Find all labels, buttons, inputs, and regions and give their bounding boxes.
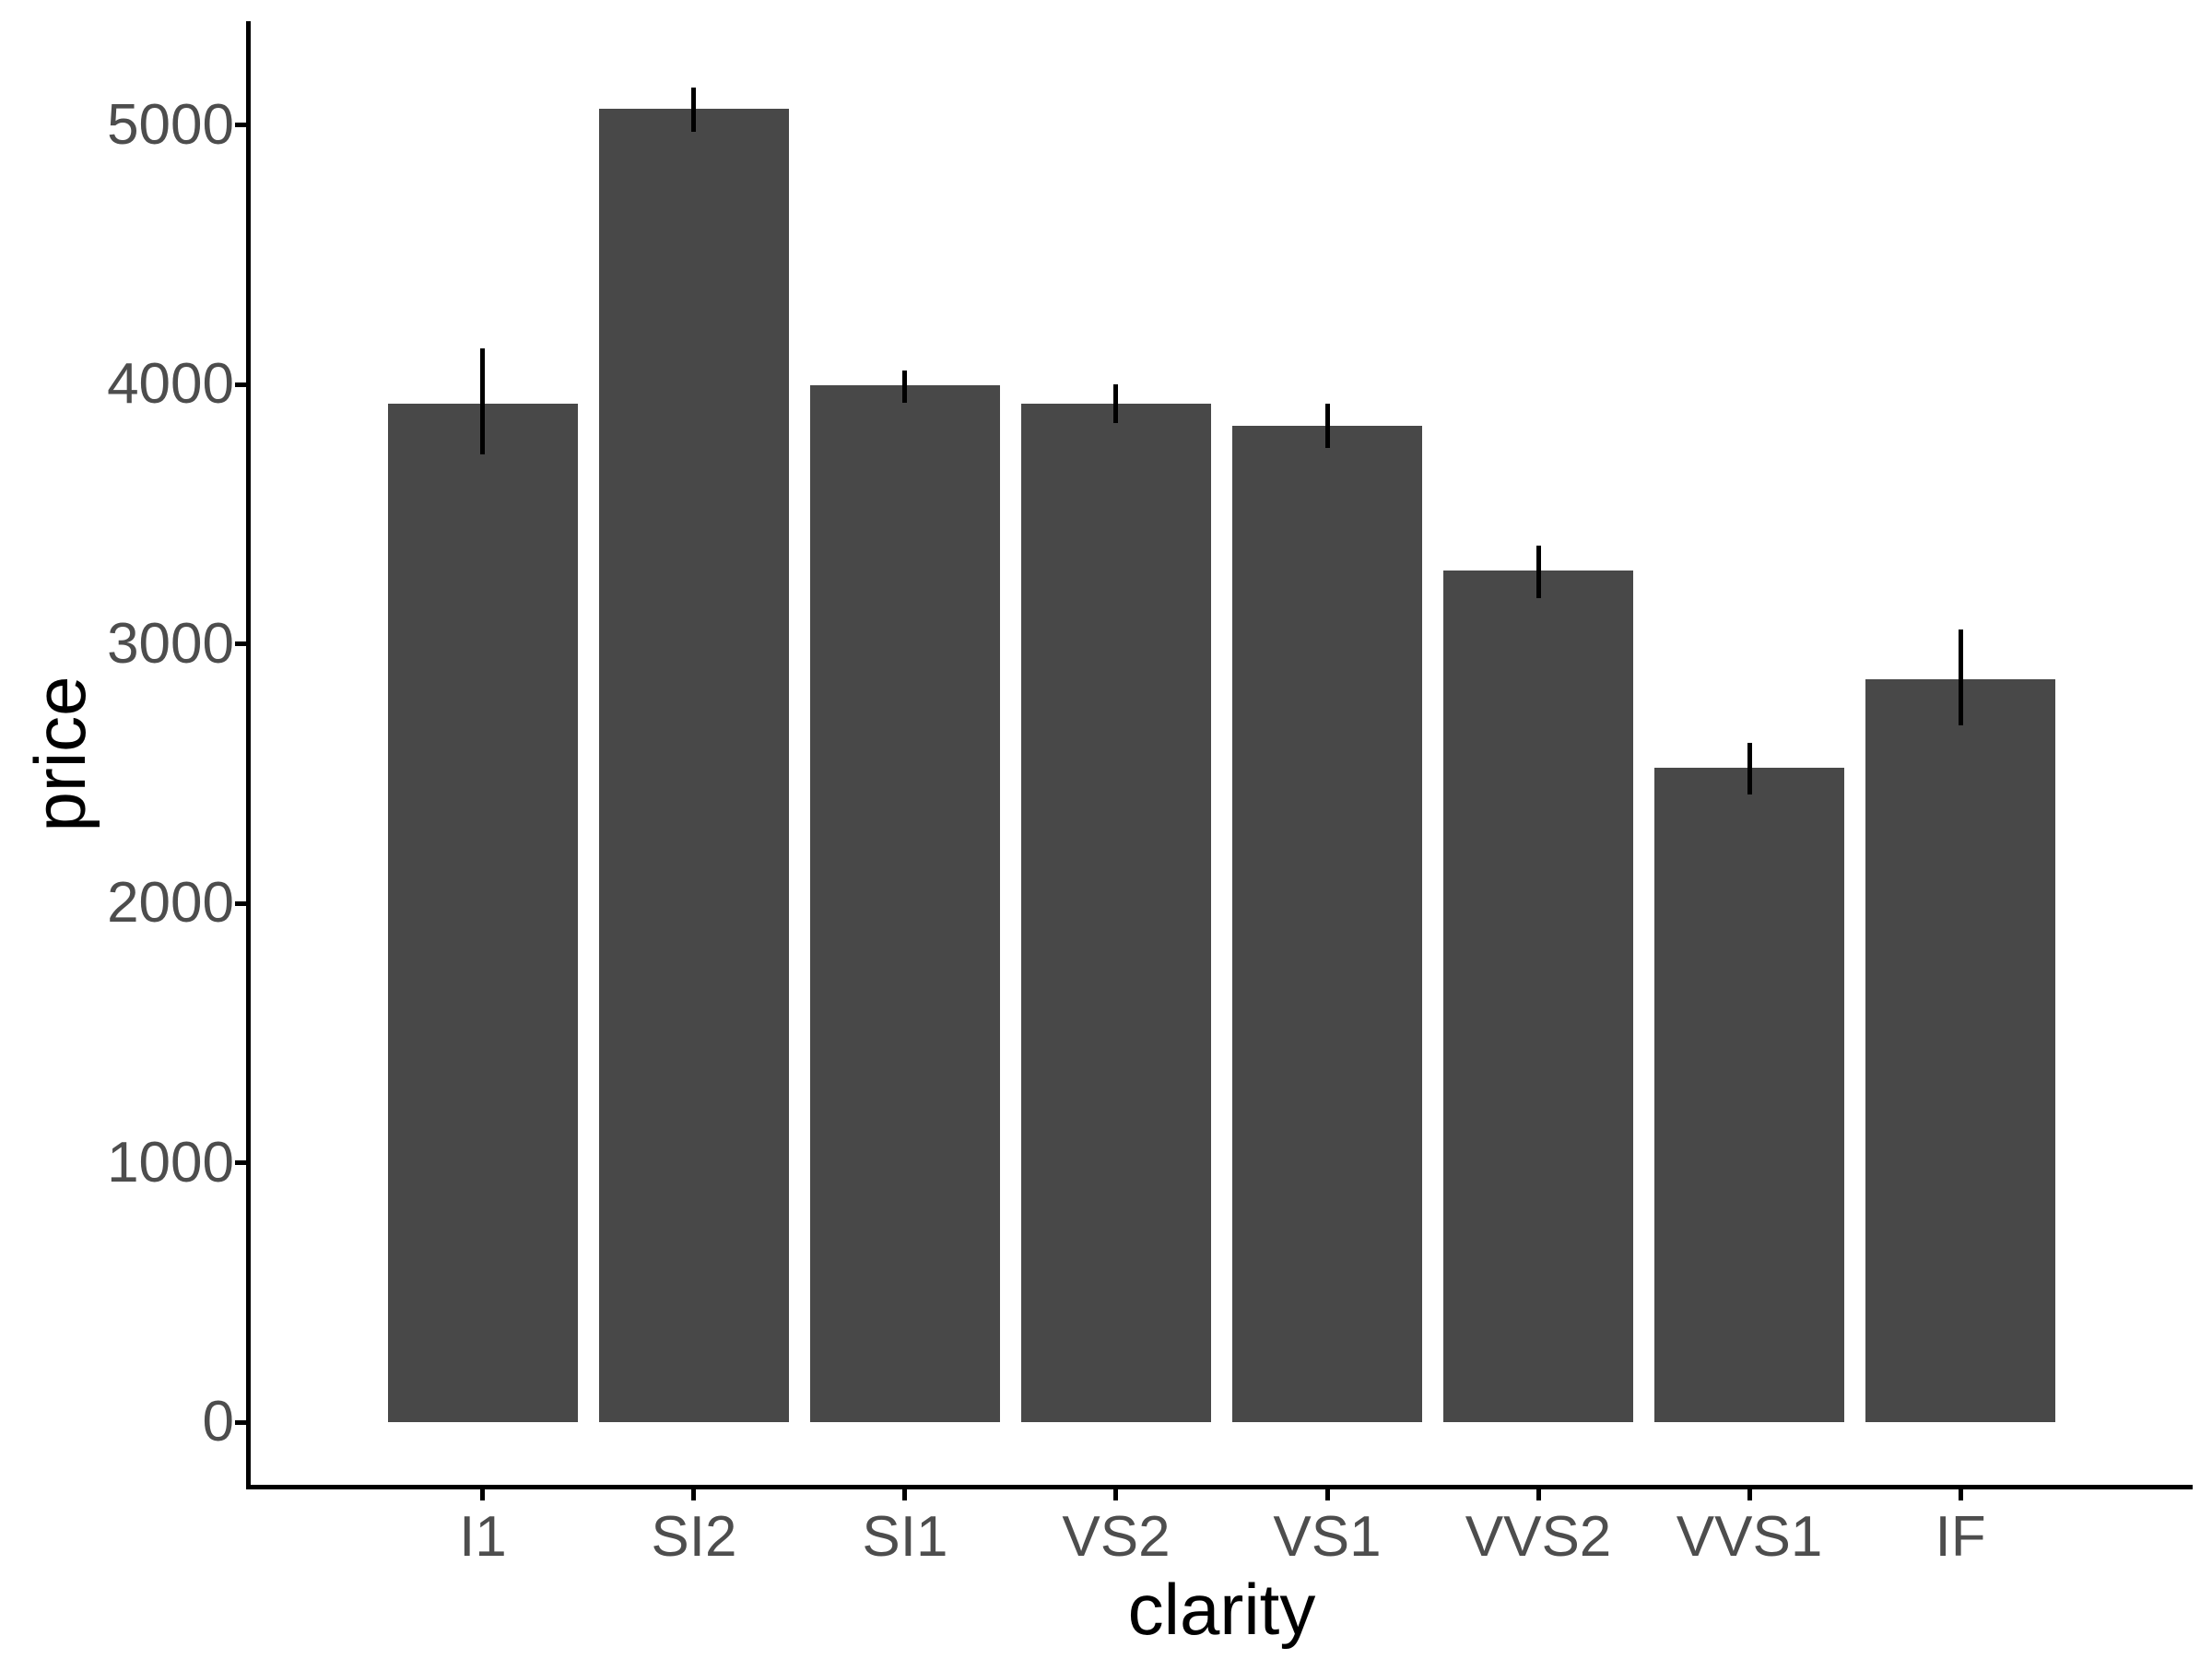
x-tick-label-VS2: VS2: [1062, 1505, 1171, 1569]
y-axis-title: price: [19, 676, 100, 832]
error-bar-I1: [480, 347, 486, 455]
x-axis-line: [246, 1484, 2193, 1489]
bar-VVS2: [1442, 570, 1634, 1422]
x-tick-label-VVS1: VVS1: [1676, 1505, 1823, 1569]
x-tick-VVS2: [1535, 1488, 1541, 1500]
y-tick-label-4000: 4000: [107, 352, 234, 417]
x-tick-VS2: [1113, 1488, 1119, 1500]
bar-VS1: [1231, 426, 1423, 1422]
bar-I1: [387, 404, 578, 1422]
y-tick-label-0: 0: [202, 1390, 234, 1453]
y-tick-3000: [235, 641, 246, 647]
error-bar-VVS2: [1535, 545, 1541, 599]
error-bar-SI2: [691, 87, 697, 132]
y-tick-5000: [235, 123, 246, 128]
bar-IF: [1865, 678, 2056, 1422]
x-tick-I1: [480, 1488, 486, 1500]
x-tick-VS1: [1324, 1488, 1330, 1500]
x-tick-SI2: [691, 1488, 697, 1500]
error-bar-IF: [1958, 629, 1963, 726]
error-bar-VVS1: [1747, 742, 1752, 794]
y-tick-0: [235, 1419, 246, 1425]
y-tick-label-3000: 3000: [107, 611, 234, 676]
y-tick-label-2000: 2000: [107, 871, 234, 935]
bar-SI1: [809, 385, 1001, 1422]
x-tick-label-VS1: VS1: [1273, 1505, 1382, 1569]
x-tick-label-IF: IF: [1935, 1505, 1986, 1569]
x-axis-title: clarity: [1127, 1569, 1316, 1650]
y-tick-label-5000: 5000: [107, 92, 234, 157]
error-bar-VS2: [1113, 384, 1119, 424]
y-tick-4000: [235, 382, 246, 387]
y-axis-line: [246, 21, 251, 1489]
x-tick-SI1: [902, 1488, 908, 1500]
y-tick-label-1000: 1000: [107, 1130, 234, 1194]
bar-VVS1: [1653, 767, 1845, 1422]
bar-SI2: [598, 108, 789, 1422]
error-bar-VS1: [1324, 404, 1330, 449]
x-tick-label-VVS2: VVS2: [1465, 1505, 1612, 1569]
x-tick-label-I1: I1: [459, 1505, 507, 1569]
bar-VS2: [1020, 404, 1212, 1422]
x-tick-label-SI2: SI2: [651, 1505, 737, 1569]
y-tick-2000: [235, 900, 246, 906]
y-tick-1000: [235, 1160, 246, 1166]
x-tick-label-SI1: SI1: [862, 1505, 948, 1569]
error-bar-SI1: [902, 370, 908, 403]
x-tick-VVS1: [1747, 1488, 1752, 1500]
x-tick-IF: [1958, 1488, 1963, 1500]
